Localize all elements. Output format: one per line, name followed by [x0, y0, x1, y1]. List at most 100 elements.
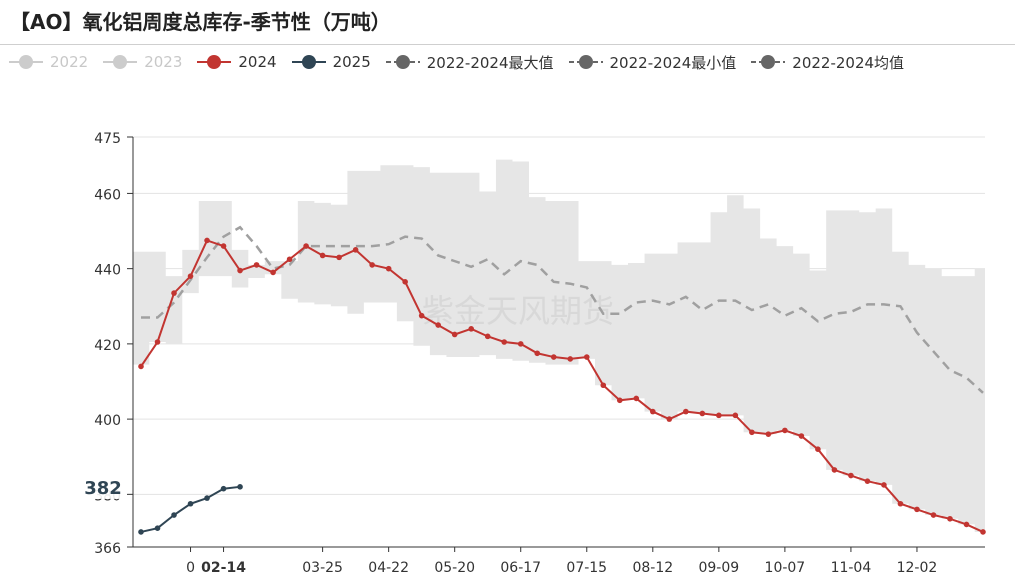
x-tick-label: 12-02	[897, 560, 938, 576]
data-point-2024	[286, 256, 293, 263]
data-point-2024	[138, 363, 144, 370]
series-line-2024	[140, 239, 984, 533]
legend-swatch-icon	[197, 55, 232, 69]
data-point-2025	[220, 485, 227, 492]
x-tick-label: 03-25	[302, 560, 343, 576]
data-point-2024	[352, 247, 359, 253]
data-point-2024	[914, 506, 920, 513]
legend-item-2024[interactable]: 2024	[196, 53, 277, 71]
data-point-2024	[484, 333, 491, 340]
legend-label: 2025	[332, 53, 371, 71]
data-point-2024	[600, 382, 607, 389]
legend-item-2022[interactable]: 2022	[8, 53, 88, 71]
x-tick-label: 06-17	[500, 560, 541, 576]
data-point-2024	[402, 279, 408, 285]
x-axis-pointer-label: 02-14	[201, 560, 246, 576]
data-point-2024	[930, 512, 937, 518]
data-point-2024	[435, 322, 441, 328]
data-point-2024	[567, 356, 574, 362]
legend-swatch-icon	[291, 55, 326, 69]
legend-swatch-icon	[9, 55, 43, 69]
legend-label: 2022-2024最大值	[426, 53, 554, 72]
legend-label: 2022	[50, 53, 89, 71]
data-point-2024	[864, 478, 871, 484]
data-point-2024	[881, 482, 887, 488]
data-point-2024	[732, 412, 739, 419]
legend-item-2025[interactable]: 2025	[291, 53, 371, 71]
data-point-2024	[385, 265, 392, 272]
y-tick-label: 475	[94, 131, 121, 147]
y-tick-label: 460	[94, 187, 121, 203]
data-point-2024	[204, 237, 210, 244]
data-point-2024	[171, 290, 177, 296]
data-point-2024	[154, 339, 161, 345]
x-tick-label: 04-22	[368, 560, 409, 576]
legend-label: 2022-2024最小值	[609, 53, 737, 72]
legend-swatch-icon	[385, 55, 420, 69]
data-point-2025	[154, 525, 161, 531]
data-point-2024	[187, 273, 194, 279]
range-band-area	[133, 159, 985, 532]
y-tick-label: 400	[94, 413, 121, 429]
data-point-2024	[650, 408, 656, 415]
watermark: 紫金天风期货	[422, 292, 614, 330]
data-point-2024	[616, 397, 623, 404]
legend-item-2023[interactable]: 2023	[102, 53, 182, 71]
data-point-2024	[451, 331, 458, 338]
data-point-2024	[897, 500, 904, 507]
data-point-2024	[815, 446, 821, 453]
legend-item-2022-2024最大值[interactable]: 2022-2024最大值	[385, 52, 554, 73]
data-point-2024	[583, 354, 590, 360]
data-point-2024	[468, 326, 474, 332]
data-point-2025	[187, 500, 194, 507]
data-point-2024	[798, 433, 805, 439]
legend-swatch-icon	[751, 55, 786, 69]
data-point-2024	[716, 412, 722, 419]
legend-label: 2024	[238, 53, 277, 71]
data-point-2024	[237, 267, 243, 274]
data-point-2024	[501, 339, 508, 345]
data-point-2024	[699, 410, 706, 417]
x-tick-label: 11-04	[831, 560, 872, 576]
data-point-2024	[782, 427, 788, 434]
y-axis-pointer-label: 382	[84, 478, 122, 499]
data-point-2025	[204, 495, 210, 501]
data-point-2024	[369, 262, 375, 268]
data-point-2024	[980, 529, 986, 535]
data-point-2024	[749, 429, 755, 436]
data-point-2024	[848, 472, 854, 479]
y-tick-label: 420	[94, 338, 121, 354]
legend-item-2022-2024均值[interactable]: 2022-2024均值	[750, 52, 904, 73]
legend: 2022 2023 2024 2025 2022-2024最大值 2022-2024最小值…	[8, 50, 918, 74]
data-point-2025	[138, 529, 144, 535]
x-tick-label: 07-15	[566, 560, 607, 576]
data-point-2024	[270, 269, 276, 276]
x-tick-label: 0	[186, 560, 195, 576]
data-point-2024	[418, 312, 425, 319]
chart-title: 【AO】氧化铝周度总库存-季节性（万吨）	[10, 10, 391, 34]
legend-label: 2022-2024均值	[792, 53, 905, 72]
data-point-2024	[765, 431, 772, 437]
data-point-2024	[947, 515, 953, 522]
data-point-2024	[666, 416, 673, 422]
legend-swatch-icon	[103, 55, 138, 69]
x-tick-label: 10-07	[765, 560, 806, 576]
legend-swatch-icon	[568, 55, 603, 69]
data-point-2024	[633, 395, 640, 402]
data-point-2024	[319, 252, 326, 259]
legend-label: 2023	[144, 53, 183, 71]
data-point-2024	[550, 354, 557, 360]
data-point-2024	[831, 467, 838, 473]
data-point-2025	[237, 484, 243, 490]
data-point-2024	[963, 521, 970, 528]
legend-item-2022-2024最小值[interactable]: 2022-2024最小值	[568, 52, 737, 73]
data-point-2024	[517, 341, 524, 347]
data-point-2025	[171, 512, 177, 518]
data-point-2024	[534, 350, 541, 357]
y-axis-pointer-box	[80, 472, 126, 499]
y-tick-label: 440	[94, 263, 121, 279]
data-point-2024	[220, 243, 227, 249]
series-line-2025	[140, 485, 241, 533]
data-point-2024	[253, 262, 260, 268]
